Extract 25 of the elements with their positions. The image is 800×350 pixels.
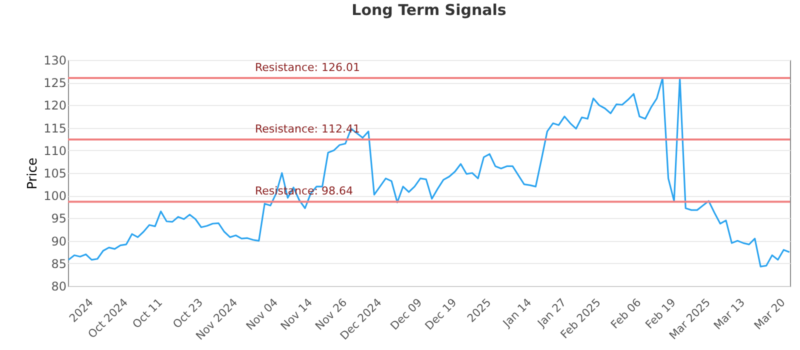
y-tick-label: 80 [51, 280, 66, 294]
line-series [68, 77, 790, 268]
y-tick-label: 105 [44, 166, 66, 180]
ref-line-label: Resistance: 112.41 [255, 122, 360, 136]
x-tick-label: Oct 11 [130, 296, 166, 332]
x-tick-label: Nov 04 [244, 296, 280, 333]
y-tick-label: 95 [51, 212, 66, 226]
y-tick-label: 120 [44, 98, 66, 113]
x-tick-label: Feb 06 [608, 296, 644, 332]
x-tick-label: Dec 09 [388, 296, 425, 333]
y-tick-label: 115 [44, 121, 66, 136]
x-tick-label: Nov 14 [278, 296, 315, 333]
x-tick-label: Jan 14 [500, 296, 534, 330]
chart-title: Long Term Signals [352, 1, 506, 19]
x-tick-label: Dec 19 [422, 296, 460, 333]
x-tick-label: Mar 20 [752, 296, 788, 332]
ref-line-label: Resistance: 126.01 [255, 61, 360, 74]
y-tick-label: 130 [44, 54, 66, 68]
y-tick-label: 100 [44, 189, 66, 204]
y-tick-label: 125 [44, 76, 66, 90]
x-tick-label: Mar 13 [711, 296, 748, 332]
y-tick-label: 85 [51, 256, 66, 271]
y-axis-title: Price [26, 158, 41, 190]
y-tick-label: 90 [51, 234, 66, 248]
y-tick-label: 110 [44, 144, 66, 158]
